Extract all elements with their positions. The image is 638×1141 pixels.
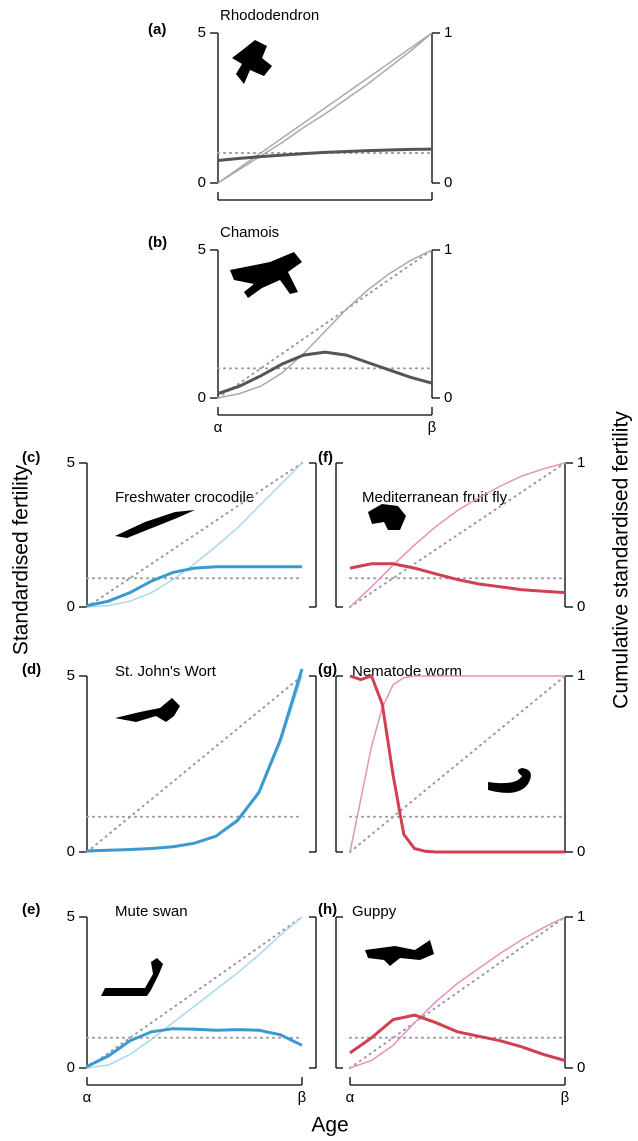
y-tick-label: 5 xyxy=(67,667,75,684)
y2-axis-title: Cumulative standardised fertility xyxy=(610,411,633,709)
x-tick-label: α xyxy=(214,419,223,436)
y-tick-label: 5 xyxy=(67,454,75,471)
y-axis-title: Standardised fertility xyxy=(10,464,33,655)
y2-tick-label: 1 xyxy=(577,667,585,684)
panel-label: (g) xyxy=(318,661,337,678)
panel-title: Mediterranean fruit fly xyxy=(362,489,508,506)
panel-title: Chamois xyxy=(220,224,279,241)
rhododendron-icon xyxy=(232,40,272,84)
panel-title: St. John's Wort xyxy=(115,663,217,680)
reference-line xyxy=(349,462,566,608)
guppy-icon xyxy=(365,940,434,966)
x-axis-title: Age xyxy=(311,1114,348,1137)
panel-label: (f) xyxy=(318,449,333,466)
y-tick-label: 0 xyxy=(198,389,206,406)
series-line xyxy=(349,674,565,854)
panel-label: (e) xyxy=(22,901,40,918)
series-line xyxy=(217,249,433,399)
y2-tick-label: 0 xyxy=(444,389,452,406)
y2-tick-label: 0 xyxy=(577,1059,585,1076)
y2-tick-label: 1 xyxy=(577,454,585,471)
reference-line xyxy=(349,916,566,1069)
crocodile-icon xyxy=(115,510,195,538)
y2-tick-label: 1 xyxy=(444,241,452,258)
panel-label: (c) xyxy=(22,449,40,466)
series-line xyxy=(86,668,304,853)
series-line xyxy=(86,462,303,608)
reference-line xyxy=(86,462,303,608)
series-line xyxy=(349,916,566,1069)
series-line xyxy=(86,565,302,608)
x-tick-label: β xyxy=(561,1089,570,1106)
panel-title: Rhododendron xyxy=(220,7,319,24)
chamois-icon xyxy=(230,252,302,298)
panel-label: (h) xyxy=(318,901,337,918)
y-tick-label: 5 xyxy=(198,241,206,258)
y2-tick-label: 1 xyxy=(577,908,585,925)
x-tick-label: α xyxy=(346,1089,355,1106)
panel-label: (a) xyxy=(148,21,166,38)
panel-title: Freshwater crocodile xyxy=(115,489,254,506)
x-tick-label: β xyxy=(428,419,437,436)
fly-icon xyxy=(368,504,406,530)
y-tick-label: 0 xyxy=(67,1059,75,1076)
worm-icon xyxy=(488,768,531,793)
y-tick-label: 0 xyxy=(67,843,75,860)
y2-tick-label: 0 xyxy=(577,598,585,615)
y2-tick-label: 0 xyxy=(444,174,452,191)
wort-icon xyxy=(115,698,180,722)
y-tick-label: 0 xyxy=(198,174,206,191)
x-tick-label: β xyxy=(298,1089,307,1106)
reference-line xyxy=(86,675,303,853)
series-line xyxy=(217,32,433,184)
series-line xyxy=(86,1027,303,1068)
series-line xyxy=(86,916,303,1069)
panel-label: (b) xyxy=(148,234,167,251)
y-tick-label: 5 xyxy=(67,908,75,925)
swan-icon xyxy=(101,958,163,996)
series-line xyxy=(217,350,433,396)
reference-line xyxy=(349,675,566,853)
series-line xyxy=(349,562,566,595)
y2-tick-label: 1 xyxy=(444,24,452,41)
y2-tick-label: 0 xyxy=(577,843,585,860)
silhouettes xyxy=(101,40,531,996)
panel-label: (d) xyxy=(22,661,41,678)
series-line xyxy=(217,147,433,162)
reference-line xyxy=(217,249,433,399)
y-tick-label: 5 xyxy=(198,24,206,41)
reference-line xyxy=(86,916,303,1069)
series-line xyxy=(349,462,566,608)
series-line xyxy=(349,1013,566,1062)
y-tick-label: 0 xyxy=(67,598,75,615)
panel-title: Guppy xyxy=(352,903,397,920)
series-line xyxy=(349,675,565,853)
panel-title: Mute swan xyxy=(115,903,188,920)
x-tick-label: α xyxy=(83,1089,92,1106)
